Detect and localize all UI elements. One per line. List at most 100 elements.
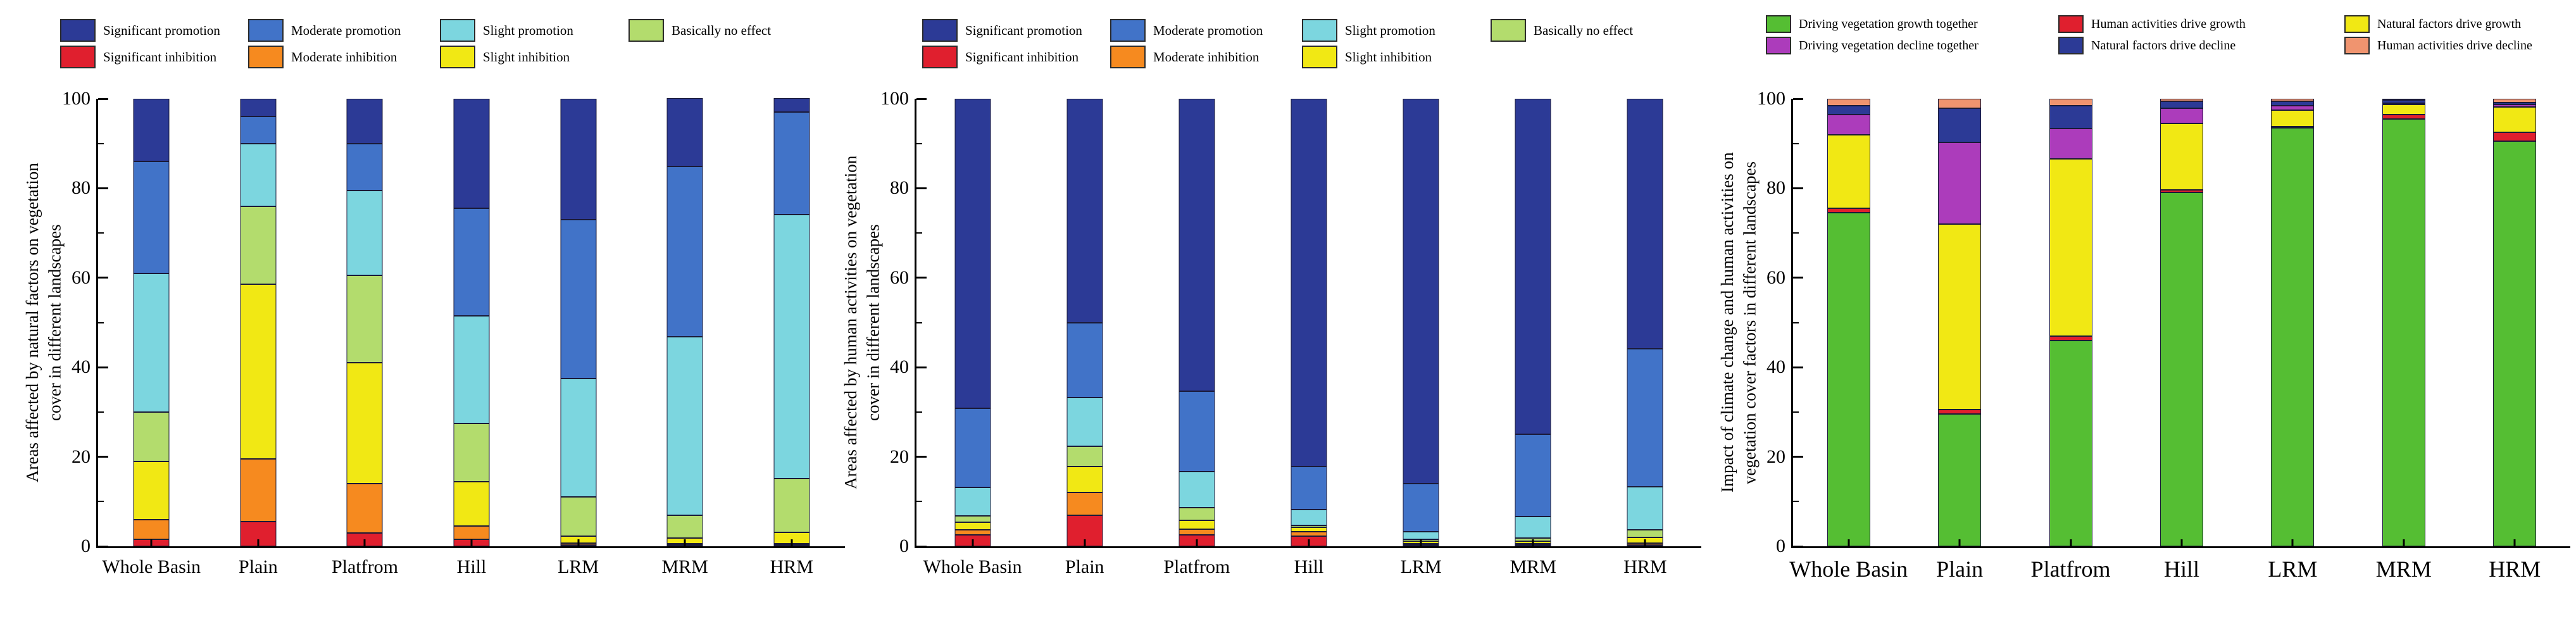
y-minor-tick-10 <box>916 501 922 503</box>
legend-label: Significant inhibition <box>965 49 1079 65</box>
y-tick-label-20: 20 <box>1766 446 1785 467</box>
legend-swatch-significant-promotion <box>60 19 96 42</box>
legend-swatch-significant-inhibition <box>60 46 96 68</box>
bar-segment-hrm-natural-factors-drive-decline <box>2493 102 2537 104</box>
x-tick-label-hill: Hill <box>1294 556 1324 577</box>
bar-segment-mrm-human-activities-drive-growth <box>2382 114 2425 119</box>
bar-segment-plain-driving-vegetation-growth-together <box>1938 414 1982 546</box>
y-tick-60 <box>916 277 927 279</box>
bar-segment-whole-basin-natural-factors-drive-growth <box>1827 134 1870 209</box>
bar-segment-plain-slight-inhibition <box>1066 467 1103 493</box>
bar-segment-hill-human-activities-drive-decline <box>2160 99 2203 101</box>
bar-segment-hill-natural-factors-drive-growth <box>2160 123 2203 191</box>
legend-swatch-slight-promotion <box>440 19 475 42</box>
bar-segment-mrm-human-activities-drive-decline <box>2382 99 2425 101</box>
legend-item-moderate-promotion: Moderate promotion <box>248 19 440 42</box>
y-tick-20 <box>1793 456 1803 458</box>
y-tick-40 <box>1793 366 1803 368</box>
legend-label: Driving vegetation growth together <box>1799 17 1978 31</box>
stacked-bar-whole-basin <box>133 99 170 546</box>
legend-label: Slight promotion <box>1345 22 1435 38</box>
stacked-bar-hrm <box>2493 99 2537 546</box>
x-tick-label-mrm: MRM <box>2375 556 2432 582</box>
x-tick-mrm <box>684 539 686 546</box>
x-tick-label-lrm: LRM <box>558 556 599 577</box>
bar-segment-lrm-human-activities-drive-decline <box>2271 99 2315 101</box>
legend-swatch-driving-vegetation-decline-together <box>1766 37 1791 54</box>
x-tick-label-mrm: MRM <box>661 556 708 577</box>
bar-segment-plain-human-activities-drive-decline <box>1938 99 1982 108</box>
bar-slot-whole-basin: Whole Basin <box>916 99 1029 577</box>
y-tick-label-0: 0 <box>1776 536 1785 556</box>
x-tick-label-hill: Hill <box>2163 556 2199 582</box>
bar-segment-whole-basin-human-activities-drive-decline <box>1827 99 1870 106</box>
legend-label: Natural factors drive growth <box>2377 17 2522 31</box>
legend-label: Moderate promotion <box>1153 22 1263 38</box>
y-minor-tick-10 <box>1793 501 1799 503</box>
x-tick-label-hill: Hill <box>456 556 487 577</box>
bar-slot-lrm: LRM <box>525 99 632 577</box>
stacked-bar-whole-basin <box>954 99 991 546</box>
legend-label: Significant promotion <box>965 22 1082 38</box>
bar-segment-mrm-significant-promotion <box>1515 99 1551 435</box>
bar-segment-platfrom-slight-promotion <box>346 190 383 276</box>
x-tick-whole-basin <box>150 539 153 546</box>
x-tick-plain <box>1958 539 1961 546</box>
x-tick-label-lrm: LRM <box>1400 556 1442 577</box>
x-tick-plain <box>1084 539 1086 546</box>
bar-segment-platfrom-natural-factors-drive-decline <box>2049 105 2092 129</box>
bar-slot-mrm: MRM <box>1477 99 1589 577</box>
stacked-bar-plain <box>1938 99 1982 546</box>
y-tick-20 <box>916 456 927 458</box>
y-tick-label-20: 20 <box>72 446 91 467</box>
bar-segment-lrm-driving-vegetation-decline-together <box>2271 105 2315 110</box>
x-tick-hrm <box>1644 539 1646 546</box>
x-tick-label-mrm: MRM <box>1510 556 1556 577</box>
bar-segment-hrm-human-activities-drive-growth <box>2493 132 2537 142</box>
bar-segment-hill-moderate-inhibition <box>1291 531 1327 536</box>
bar-slot-whole-basin: Whole Basin <box>98 99 205 577</box>
stacked-bar-lrm <box>1403 99 1439 546</box>
bar-segment-hrm-basically-no-effect <box>773 479 810 533</box>
y-minor-tick-90 <box>916 142 922 144</box>
bar-segment-platfrom-moderate-inhibition <box>346 484 383 533</box>
stacked-bar-lrm <box>560 99 597 546</box>
bar-slot-hrm: HRM <box>2460 99 2570 580</box>
bar-segment-hill-driving-vegetation-decline-together <box>2160 108 2203 123</box>
bar-slot-plain: Plain <box>1904 99 2015 580</box>
legend-swatch-moderate-inhibition <box>1110 46 1146 68</box>
bar-segment-lrm-human-activities-drive-growth <box>2271 126 2315 128</box>
y-minor-tick-70 <box>916 232 922 234</box>
y-tick-0 <box>1793 545 1803 548</box>
bar-segment-hrm-significant-promotion <box>773 98 810 112</box>
legend-item-significant-inhibition: Significant inhibition <box>922 46 1110 68</box>
bar-segment-hill-basically-no-effect <box>1291 525 1327 528</box>
stacked-bar-hill <box>2160 99 2203 546</box>
bar-segment-lrm-moderate-promotion <box>1403 484 1439 532</box>
legend-item-slight-promotion: Slight promotion <box>440 19 628 42</box>
bar-segment-hill-slight-promotion <box>453 315 490 423</box>
plot-area: Areas affected by natural factors on veg… <box>23 89 845 577</box>
x-tick-plain <box>257 539 259 546</box>
bar-segment-hill-slight-inhibition <box>453 481 490 527</box>
stacked-bar-plain <box>240 99 277 546</box>
bar-segment-platfrom-slight-inhibition <box>346 363 383 484</box>
bar-segment-lrm-basically-no-effect <box>560 497 597 536</box>
bar-segment-mrm-natural-factors-drive-growth <box>2382 104 2425 115</box>
bar-segment-whole-basin-moderate-promotion <box>133 161 170 273</box>
legend-swatch-human-activities-drive-growth <box>2058 15 2084 33</box>
y-tick-label-100: 100 <box>62 88 91 109</box>
x-tick-hrm <box>791 539 793 546</box>
bar-segment-platfrom-slight-inhibition <box>1179 520 1215 530</box>
x-tick-label-hrm: HRM <box>770 556 813 577</box>
bar-slot-hill: Hill <box>2126 99 2237 580</box>
bar-segment-lrm-driving-vegetation-growth-together <box>2271 127 2315 546</box>
y-tick-100 <box>916 97 927 100</box>
x-tick-hill <box>2180 539 2183 546</box>
legend-label: Moderate inhibition <box>291 49 397 65</box>
bar-segment-plain-slight-promotion <box>240 143 277 206</box>
x-tick-label-plain: Plain <box>239 556 278 577</box>
y-axis-label: Areas affected by human activities on ve… <box>840 99 885 546</box>
x-tick-mrm <box>1532 539 1534 546</box>
bar-segment-platfrom-human-activities-drive-growth <box>2049 335 2092 341</box>
